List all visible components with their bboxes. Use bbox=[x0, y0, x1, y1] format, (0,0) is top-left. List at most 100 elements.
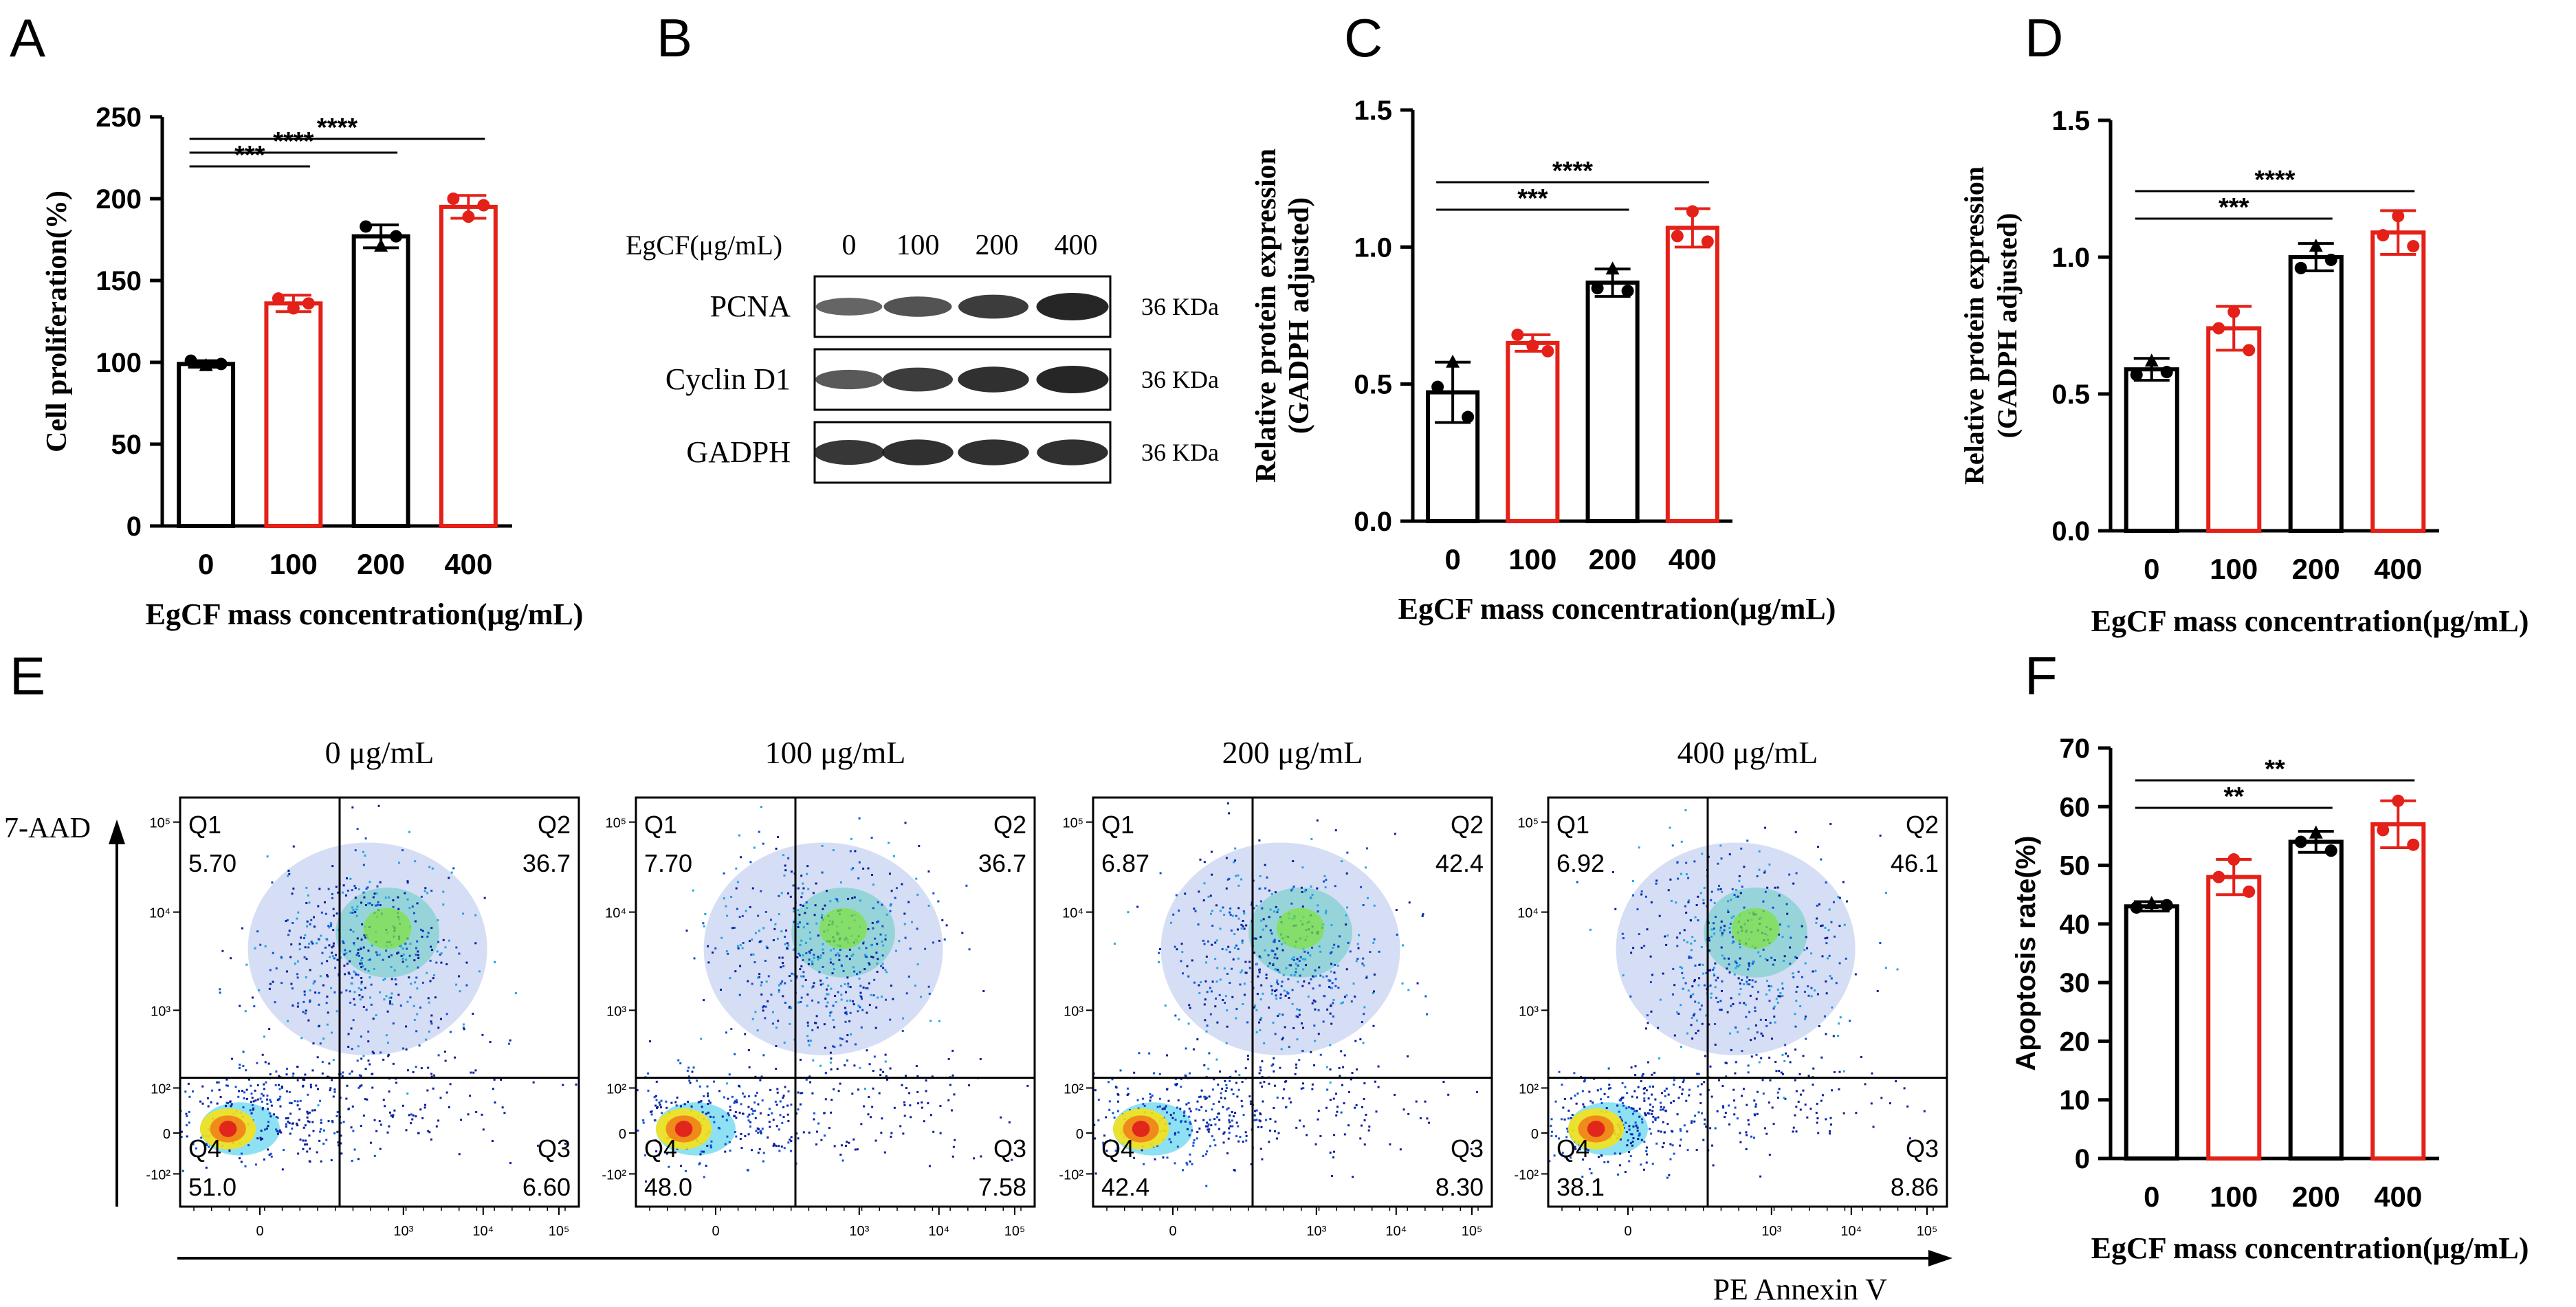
data-point bbox=[1621, 285, 1634, 298]
flow-event bbox=[256, 1137, 259, 1140]
flow-event bbox=[1238, 1074, 1241, 1077]
flow-event bbox=[1829, 1123, 1832, 1126]
flow-event bbox=[762, 842, 764, 845]
flow-event bbox=[448, 877, 450, 879]
x-tick-label: 400 bbox=[1669, 543, 1717, 575]
flow-event bbox=[1826, 936, 1829, 939]
flow-event bbox=[1754, 1114, 1757, 1117]
blot-lane-label: 200 bbox=[976, 230, 1019, 261]
flow-x-tick-label: 10³ bbox=[1761, 1224, 1781, 1239]
flow-event bbox=[928, 1165, 931, 1167]
flow-event bbox=[817, 934, 819, 937]
flow-event bbox=[463, 1028, 465, 1031]
flow-event bbox=[822, 943, 824, 945]
flow-event bbox=[336, 1130, 339, 1133]
flow-event bbox=[882, 967, 885, 969]
flow-event bbox=[1142, 1103, 1145, 1106]
flow-event bbox=[1683, 929, 1686, 932]
flow-event bbox=[176, 1119, 178, 1121]
flow-event bbox=[440, 961, 443, 964]
flow-event bbox=[268, 1112, 271, 1115]
flow-event bbox=[1726, 967, 1728, 970]
flow-event bbox=[1582, 1158, 1585, 1161]
flow-event bbox=[832, 1018, 835, 1021]
data-point bbox=[477, 199, 490, 212]
flow-event bbox=[1566, 1128, 1569, 1130]
flow-event bbox=[1754, 1106, 1757, 1108]
flow-event bbox=[434, 996, 437, 999]
flow-event bbox=[1743, 1002, 1746, 1004]
flow-event bbox=[1280, 1048, 1283, 1051]
flow-event bbox=[328, 1062, 331, 1065]
flow-event bbox=[200, 1136, 203, 1139]
x-tick-label: 400 bbox=[2374, 553, 2422, 585]
flow-event bbox=[1212, 1103, 1215, 1106]
flow-event bbox=[844, 1145, 847, 1147]
flow-event bbox=[758, 1147, 761, 1150]
flow-event bbox=[1629, 1142, 1632, 1145]
flow-event bbox=[1690, 956, 1693, 959]
flow-event bbox=[1622, 937, 1625, 940]
flow-event bbox=[1158, 1097, 1161, 1100]
flow-event bbox=[1625, 1107, 1628, 1110]
flow-event bbox=[776, 835, 779, 838]
flow-event bbox=[1363, 964, 1365, 967]
flow-event bbox=[1736, 965, 1739, 967]
flow-event bbox=[1367, 1129, 1370, 1132]
flow-event bbox=[1211, 1088, 1214, 1091]
flow-event bbox=[712, 1116, 715, 1119]
flow-event bbox=[288, 930, 291, 932]
flow-event bbox=[264, 945, 267, 947]
flow-event bbox=[344, 973, 346, 976]
flow-event bbox=[406, 1092, 409, 1095]
flow-event bbox=[1342, 1066, 1345, 1068]
flow-event bbox=[806, 993, 809, 996]
flow-event bbox=[773, 927, 776, 930]
bar bbox=[2370, 822, 2426, 1161]
flow-event bbox=[259, 1136, 262, 1139]
flow-event bbox=[1583, 1080, 1586, 1083]
flow-event bbox=[730, 895, 733, 898]
flow-event bbox=[890, 1132, 893, 1134]
flow-event bbox=[415, 1030, 418, 1033]
flow-event bbox=[1720, 946, 1723, 949]
flow-event bbox=[322, 1142, 325, 1145]
flow-event bbox=[852, 1000, 855, 1002]
flow-event bbox=[1217, 1112, 1220, 1115]
flow-event bbox=[789, 1138, 791, 1141]
flow-event bbox=[1165, 1111, 1168, 1114]
flow-event bbox=[1331, 982, 1334, 985]
flow-event bbox=[1540, 1108, 1542, 1110]
flow-event bbox=[1242, 1140, 1244, 1143]
flow-event bbox=[263, 1035, 266, 1038]
flow-event bbox=[1219, 927, 1222, 930]
flow-event bbox=[1755, 1053, 1758, 1056]
flow-event bbox=[1688, 955, 1691, 958]
flow-event bbox=[1203, 1064, 1206, 1066]
flow-event bbox=[919, 996, 922, 998]
flow-event bbox=[1818, 903, 1820, 905]
flow-event bbox=[1209, 987, 1211, 989]
flow-event bbox=[874, 1139, 877, 1142]
flow-y-tick-label: 0 bbox=[1531, 1127, 1539, 1142]
flow-event bbox=[1329, 1081, 1332, 1084]
flow-event bbox=[1846, 900, 1849, 903]
flow-event bbox=[866, 987, 869, 989]
flow-event bbox=[201, 1085, 204, 1088]
flow-y-tick-label: -10² bbox=[146, 1167, 170, 1183]
flow-event bbox=[630, 1077, 632, 1079]
flow-event bbox=[1165, 1054, 1168, 1057]
flow-event bbox=[303, 956, 306, 958]
flow-event bbox=[289, 1112, 292, 1115]
flow-event bbox=[1701, 1022, 1704, 1025]
blot-band bbox=[1037, 439, 1108, 465]
flow-plot-frame bbox=[1092, 796, 1493, 1208]
flow-event bbox=[1796, 957, 1798, 960]
y-tick-label: 1.0 bbox=[2051, 243, 2090, 273]
flow-event bbox=[1648, 1128, 1651, 1130]
flow-event bbox=[1651, 1093, 1653, 1096]
flow-event bbox=[1263, 1042, 1266, 1045]
flow-event bbox=[428, 866, 431, 868]
flow-event bbox=[306, 1143, 309, 1146]
flow-event bbox=[421, 981, 424, 984]
